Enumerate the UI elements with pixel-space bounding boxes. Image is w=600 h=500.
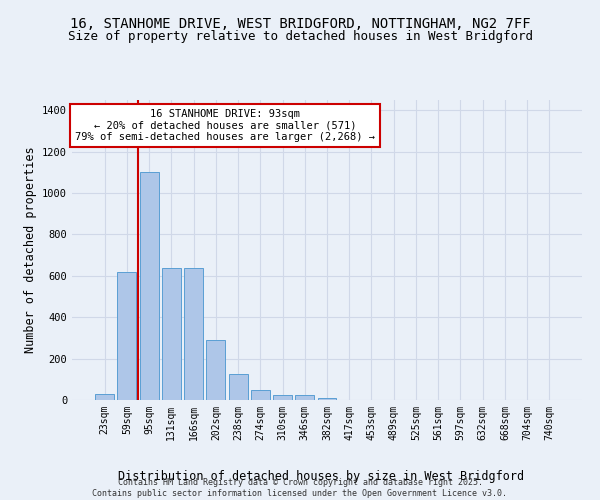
Text: 16 STANHOME DRIVE: 93sqm
← 20% of detached houses are smaller (571)
79% of semi-: 16 STANHOME DRIVE: 93sqm ← 20% of detach… — [75, 109, 375, 142]
Bar — [206, 340, 225, 400]
Text: Contains HM Land Registry data © Crown copyright and database right 2025.
Contai: Contains HM Land Registry data © Crown c… — [92, 478, 508, 498]
Bar — [140, 172, 158, 400]
Bar — [184, 268, 203, 400]
Text: 16, STANHOME DRIVE, WEST BRIDGFORD, NOTTINGHAM, NG2 7FF: 16, STANHOME DRIVE, WEST BRIDGFORD, NOTT… — [70, 18, 530, 32]
Bar — [295, 395, 314, 400]
Bar — [162, 268, 181, 400]
Bar — [229, 374, 248, 400]
Bar — [95, 394, 114, 400]
Bar — [118, 272, 136, 400]
Text: Size of property relative to detached houses in West Bridgford: Size of property relative to detached ho… — [67, 30, 533, 43]
Y-axis label: Number of detached properties: Number of detached properties — [23, 146, 37, 354]
Bar — [273, 395, 292, 400]
Bar — [317, 398, 337, 400]
Text: Distribution of detached houses by size in West Bridgford: Distribution of detached houses by size … — [118, 470, 524, 483]
Bar — [251, 390, 270, 400]
